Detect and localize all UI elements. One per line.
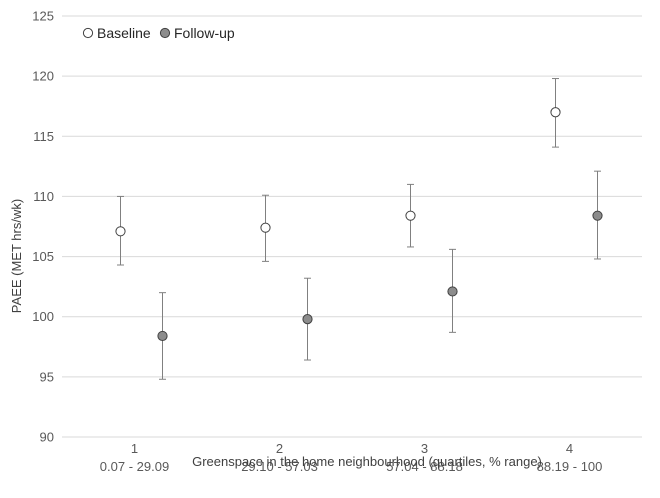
point-follow-up-1: [157, 330, 168, 342]
legend: Baseline Follow-up: [82, 25, 235, 41]
x-tick-labels: 1 0.07 - 29.09 2 29.10 - 57.03 3 57.04 - 88.1…: [100, 441, 603, 474]
legend-label-baseline: Baseline: [97, 25, 151, 41]
point-baseline-2: [260, 222, 271, 233]
point-baseline-3: [405, 210, 416, 221]
y-tick-label-90: 90: [40, 430, 54, 445]
y-tick-label-95: 95: [40, 369, 54, 384]
y-tick-label-125: 125: [32, 9, 54, 24]
y-tick-label-110: 110: [33, 189, 54, 204]
x-tick-label-range-1: 0.07 - 29.09: [100, 459, 169, 474]
point-follow-up-4: [592, 210, 603, 221]
gridlines: [62, 15, 642, 438]
legend-label-follow-up: Follow-up: [174, 25, 235, 41]
y-tick-labels: 90 95 100 105 110 115 120 125: [32, 9, 54, 445]
x-tick-label-range-3: 57.04 - 88.18: [386, 459, 463, 474]
y-tick-label-100: 100: [32, 309, 54, 324]
y-tick-label-120: 120: [32, 69, 54, 84]
x-axis-title: Greenspace in the home neighbourhood (qu…: [192, 454, 542, 469]
data-marks: [115, 78, 603, 380]
legend-marker-follow-up: [159, 27, 171, 39]
point-follow-up-2: [302, 314, 313, 325]
point-follow-up-3: [447, 286, 458, 297]
y-tick-label-105: 105: [32, 249, 54, 264]
legend-marker-baseline: [82, 27, 94, 39]
x-tick-label-quartile-2: 2: [276, 441, 283, 456]
y-axis-title: PAEE (MET hrs/wk): [9, 199, 24, 313]
y-tick-label-115: 115: [33, 129, 54, 144]
x-tick-label-quartile-4: 4: [566, 441, 573, 456]
x-tick-label-range-4: 88.19 - 100: [537, 459, 603, 474]
point-baseline-4: [550, 107, 561, 118]
x-tick-label-range-2: 29.10 - 57.03: [241, 459, 318, 474]
point-baseline-1: [115, 226, 126, 237]
x-tick-label-quartile-1: 1: [131, 441, 138, 456]
x-tick-label-quartile-3: 3: [421, 441, 428, 456]
